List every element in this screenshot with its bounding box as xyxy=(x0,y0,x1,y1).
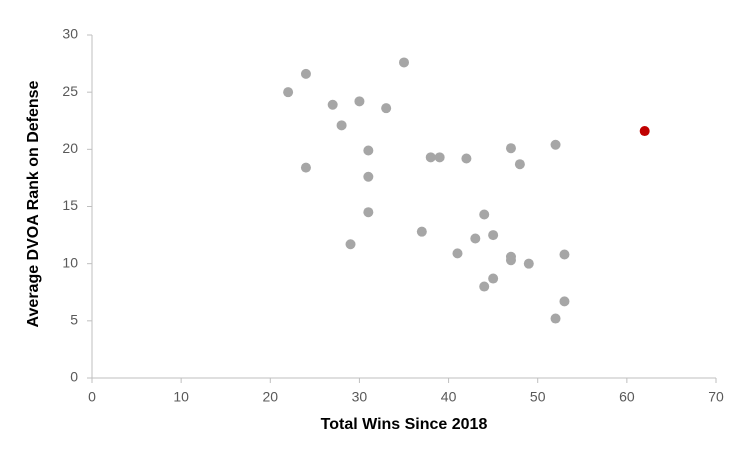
point xyxy=(514,159,525,170)
point xyxy=(399,57,409,68)
point xyxy=(550,139,561,150)
point xyxy=(283,87,294,98)
y-tick-label: 25 xyxy=(62,83,78,99)
y-tick-label: 20 xyxy=(62,140,78,156)
x-tick-label: 0 xyxy=(88,389,96,405)
y-tick-label: 5 xyxy=(70,312,78,328)
point xyxy=(363,171,374,182)
x-axis-title: Total Wins Since 2018 xyxy=(321,416,488,433)
point xyxy=(550,313,561,324)
point xyxy=(345,239,356,250)
point xyxy=(479,281,490,292)
y-tick-label: 15 xyxy=(62,197,78,213)
x-tick-label: 10 xyxy=(173,389,189,405)
point xyxy=(300,68,311,79)
point xyxy=(381,103,392,114)
x-tick-label: 70 xyxy=(708,389,724,405)
y-tick-label: 0 xyxy=(70,369,78,385)
point xyxy=(523,258,534,269)
x-tick-label: 20 xyxy=(262,389,278,405)
point xyxy=(363,207,374,218)
point xyxy=(505,255,516,266)
x-tick-label: 40 xyxy=(441,389,457,405)
point xyxy=(479,209,490,220)
x-tick-label: 60 xyxy=(619,389,635,405)
point xyxy=(639,126,650,137)
point xyxy=(559,296,570,307)
point xyxy=(461,153,472,164)
point xyxy=(488,273,499,284)
point xyxy=(559,249,570,260)
point xyxy=(354,96,365,107)
point xyxy=(505,143,516,154)
x-tick-label: 30 xyxy=(352,389,368,405)
x-tick-label: 50 xyxy=(530,389,546,405)
point xyxy=(425,152,436,163)
point xyxy=(336,120,347,131)
point xyxy=(470,233,481,244)
y-tick-label: 30 xyxy=(62,26,78,42)
y-tick-label: 10 xyxy=(62,254,78,270)
point xyxy=(452,248,463,259)
point xyxy=(300,162,311,173)
point xyxy=(416,226,427,237)
point xyxy=(363,145,374,156)
point xyxy=(327,99,338,110)
point xyxy=(488,230,499,241)
point xyxy=(434,152,445,163)
y-axis-title: Average DVOA Rank on Defense xyxy=(25,80,42,327)
